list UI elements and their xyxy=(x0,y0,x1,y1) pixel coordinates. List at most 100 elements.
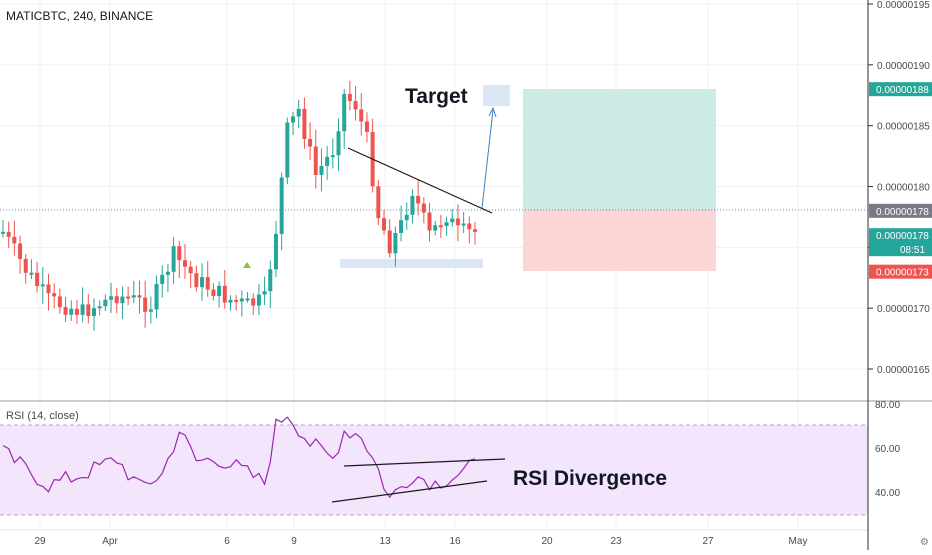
candle-body[interactable] xyxy=(393,233,398,254)
candle-body[interactable] xyxy=(313,146,318,175)
candle-body[interactable] xyxy=(256,294,261,306)
support-zone[interactable] xyxy=(340,259,483,268)
candle-body[interactable] xyxy=(450,218,455,223)
rsi-divergence-upper-line[interactable] xyxy=(343,458,506,467)
candle-body[interactable] xyxy=(29,272,34,275)
candle-body[interactable] xyxy=(126,296,131,299)
candle-body[interactable] xyxy=(171,246,176,272)
candle-body[interactable] xyxy=(433,225,438,231)
candle-body[interactable] xyxy=(188,266,193,274)
candle-body[interactable] xyxy=(194,273,199,288)
candle-body[interactable] xyxy=(325,156,330,166)
candle-body[interactable] xyxy=(308,138,313,147)
candle-body[interactable] xyxy=(416,195,421,204)
candle-body[interactable] xyxy=(120,296,125,304)
candle-body[interactable] xyxy=(63,307,68,315)
candle-body[interactable] xyxy=(473,229,477,232)
candle-body[interactable] xyxy=(279,177,284,234)
candle-body[interactable] xyxy=(262,291,267,295)
candle-body[interactable] xyxy=(177,246,182,261)
candle-body[interactable] xyxy=(376,186,381,219)
candle-body[interactable] xyxy=(12,236,17,244)
candle-body[interactable] xyxy=(387,230,392,254)
candle-body[interactable] xyxy=(342,93,347,132)
target-box[interactable] xyxy=(483,85,510,106)
candle-body[interactable] xyxy=(319,165,324,175)
candle-body[interactable] xyxy=(182,260,187,267)
candle-body[interactable] xyxy=(80,304,85,315)
rsi-divergence-lower-line[interactable] xyxy=(331,480,488,503)
candle-body[interactable] xyxy=(46,284,51,294)
candle-body[interactable] xyxy=(18,243,23,259)
candle-body[interactable] xyxy=(114,296,119,304)
target-zone[interactable] xyxy=(523,89,716,210)
candle-body[interactable] xyxy=(410,195,415,215)
candle-body[interactable] xyxy=(23,258,28,273)
stop-zone[interactable] xyxy=(523,210,716,271)
candle-body[interactable] xyxy=(211,289,216,296)
descending-trendline[interactable] xyxy=(347,147,493,214)
candle-body[interactable] xyxy=(353,100,358,110)
candle-body[interactable] xyxy=(399,220,404,234)
candle-body[interactable] xyxy=(143,297,148,312)
settings-icon[interactable]: ⚙ xyxy=(920,537,929,548)
candle-body[interactable] xyxy=(234,299,239,302)
time-tick-label: 9 xyxy=(291,536,297,547)
candle-body[interactable] xyxy=(222,285,227,303)
candle-body[interactable] xyxy=(438,225,443,228)
candle-body[interactable] xyxy=(427,212,432,231)
candle-body[interactable] xyxy=(421,203,426,213)
candle-body[interactable] xyxy=(131,295,136,298)
candle-body[interactable] xyxy=(291,116,296,123)
candle-body[interactable] xyxy=(91,308,96,317)
price-axis[interactable]: 0.00000195 0.00000190 0.00000185 0.00000180… xyxy=(868,0,930,376)
candle-body[interactable] xyxy=(86,304,91,317)
candle-body[interactable] xyxy=(404,214,409,221)
candle-body[interactable] xyxy=(1,231,5,234)
candle-body[interactable] xyxy=(245,298,250,301)
candle-body[interactable] xyxy=(336,131,341,156)
candle-body[interactable] xyxy=(6,231,11,237)
candle-body[interactable] xyxy=(239,298,244,302)
candle-body[interactable] xyxy=(461,223,466,226)
candle-body[interactable] xyxy=(137,295,142,298)
candle-body[interactable] xyxy=(200,277,205,288)
candle-body[interactable] xyxy=(205,277,210,290)
candle-body[interactable] xyxy=(228,299,233,303)
candle-body[interactable] xyxy=(40,284,45,287)
candle-body[interactable] xyxy=(273,233,278,270)
candle-body[interactable] xyxy=(359,109,364,122)
candle-body[interactable] xyxy=(467,223,472,230)
candle-body[interactable] xyxy=(148,309,153,312)
projection-arrow[interactable] xyxy=(481,106,497,209)
candle-body[interactable] xyxy=(444,222,449,227)
candle-body[interactable] xyxy=(302,108,307,139)
candle-body[interactable] xyxy=(251,298,256,306)
candle-body[interactable] xyxy=(268,269,273,292)
candle-body[interactable] xyxy=(330,155,335,158)
signal-marker-icon xyxy=(243,262,251,268)
candle-body[interactable] xyxy=(382,218,387,231)
price-label-value: 0.00000178 xyxy=(876,231,929,242)
time-axis[interactable]: 29 Apr 6 9 13 16 20 23 27 May xyxy=(34,536,807,547)
candle-body[interactable] xyxy=(103,299,108,307)
candle-body[interactable] xyxy=(52,293,57,297)
candle-body[interactable] xyxy=(109,296,114,300)
candle-body[interactable] xyxy=(154,283,159,310)
candle-body[interactable] xyxy=(347,93,352,101)
candle-body[interactable] xyxy=(364,121,369,132)
candle-body[interactable] xyxy=(296,108,301,117)
candle-body[interactable] xyxy=(285,122,290,178)
candle-body[interactable] xyxy=(69,308,74,315)
candle-body[interactable] xyxy=(160,274,165,284)
candle-body[interactable] xyxy=(455,218,460,226)
candle-body[interactable] xyxy=(35,272,40,287)
candle-body[interactable] xyxy=(217,285,222,296)
candle-body[interactable] xyxy=(74,308,79,315)
candle-body[interactable] xyxy=(97,306,102,309)
candle-body[interactable] xyxy=(57,296,62,308)
rsi-line[interactable] xyxy=(2,416,476,499)
candle-body[interactable] xyxy=(165,271,170,275)
rsi-axis[interactable]: 80.00 60.00 40.00 xyxy=(875,400,900,499)
